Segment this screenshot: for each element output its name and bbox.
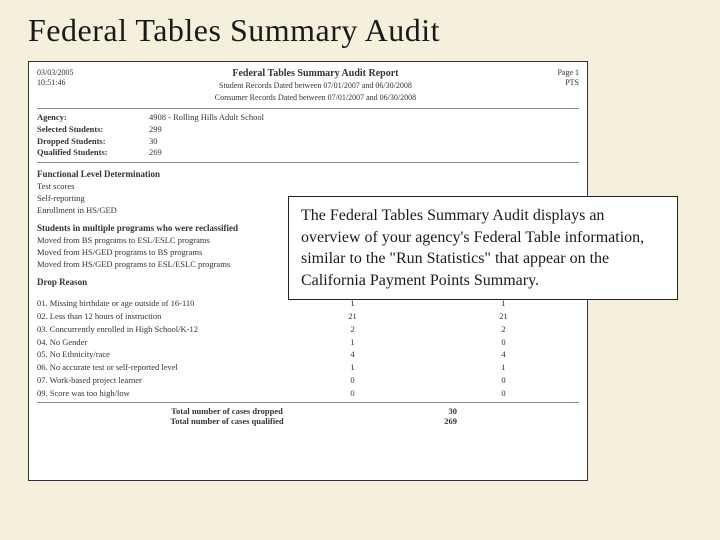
callout-text: The Federal Tables Summary Audit display… (301, 207, 644, 289)
divider (37, 402, 579, 403)
selected-value: 299 (137, 124, 162, 136)
table-row: 05. No Ethnicity/race44 (37, 348, 579, 361)
fld-line: Test scores (37, 181, 579, 193)
callout-box: The Federal Tables Summary Audit display… (288, 196, 678, 300)
report-datetime: 03/03/2005 10:51:46 (37, 68, 73, 87)
report-sub1: Student Records Dated between 07/01/2007… (73, 81, 557, 91)
total-qualified-label: Total number of cases qualified (37, 416, 417, 426)
dropped-label: Dropped Students: (37, 136, 137, 148)
dropped-row: Dropped Students: 30 (37, 136, 579, 148)
report-sys: PTS (557, 78, 579, 88)
slide-container: Federal Tables Summary Audit 03/03/2005 … (0, 0, 720, 540)
divider (37, 162, 579, 163)
report-title-block: Federal Tables Summary Audit Report Stud… (73, 68, 557, 104)
qualified-value: 269 (137, 147, 162, 159)
slide-title: Federal Tables Summary Audit (28, 12, 692, 49)
dropped-value: 30 (137, 136, 158, 148)
report-page-block: Page 1 PTS (557, 68, 579, 87)
selected-label: Selected Students: (37, 124, 137, 136)
table-row: 09. Score was too high/low00 (37, 387, 579, 400)
total-dropped-value: 30 (417, 406, 457, 416)
agency-value: 4908 - Rolling Hills Adult School (137, 112, 264, 124)
table-row: 04. No Gender10 (37, 336, 579, 349)
table-row: 03. Concurrently enrolled in High School… (37, 323, 579, 336)
report-date: 03/03/2005 (37, 68, 73, 78)
fld-title: Functional Level Determination (37, 169, 579, 179)
drop-table: Number of Cases (duplicated) Number of C… (37, 289, 579, 400)
totals-block: Total number of cases dropped30 Total nu… (37, 406, 579, 426)
qualified-row: Qualified Students: 269 (37, 147, 579, 159)
report-title: Federal Tables Summary Audit Report (73, 68, 557, 79)
report-time: 10:51:46 (37, 78, 73, 88)
table-row: 02. Less than 12 hours of instruction212… (37, 310, 579, 323)
table-row: 06. No accurate test or self-reported le… (37, 361, 579, 374)
agency-row: Agency: 4908 - Rolling Hills Adult Schoo… (37, 112, 579, 124)
report-page: Page 1 (557, 68, 579, 78)
report-header: 03/03/2005 10:51:46 Federal Tables Summa… (37, 68, 579, 104)
table-row: 07. Work-based project learner00 (37, 374, 579, 387)
qualified-label: Qualified Students: (37, 147, 137, 159)
selected-row: Selected Students: 299 (37, 124, 579, 136)
total-dropped-label: Total number of cases dropped (37, 406, 417, 416)
divider (37, 108, 579, 109)
total-qualified-value: 269 (417, 416, 457, 426)
report-sub2: Consumer Records Dated between 07/01/200… (73, 93, 557, 103)
agency-label: Agency: (37, 112, 137, 124)
